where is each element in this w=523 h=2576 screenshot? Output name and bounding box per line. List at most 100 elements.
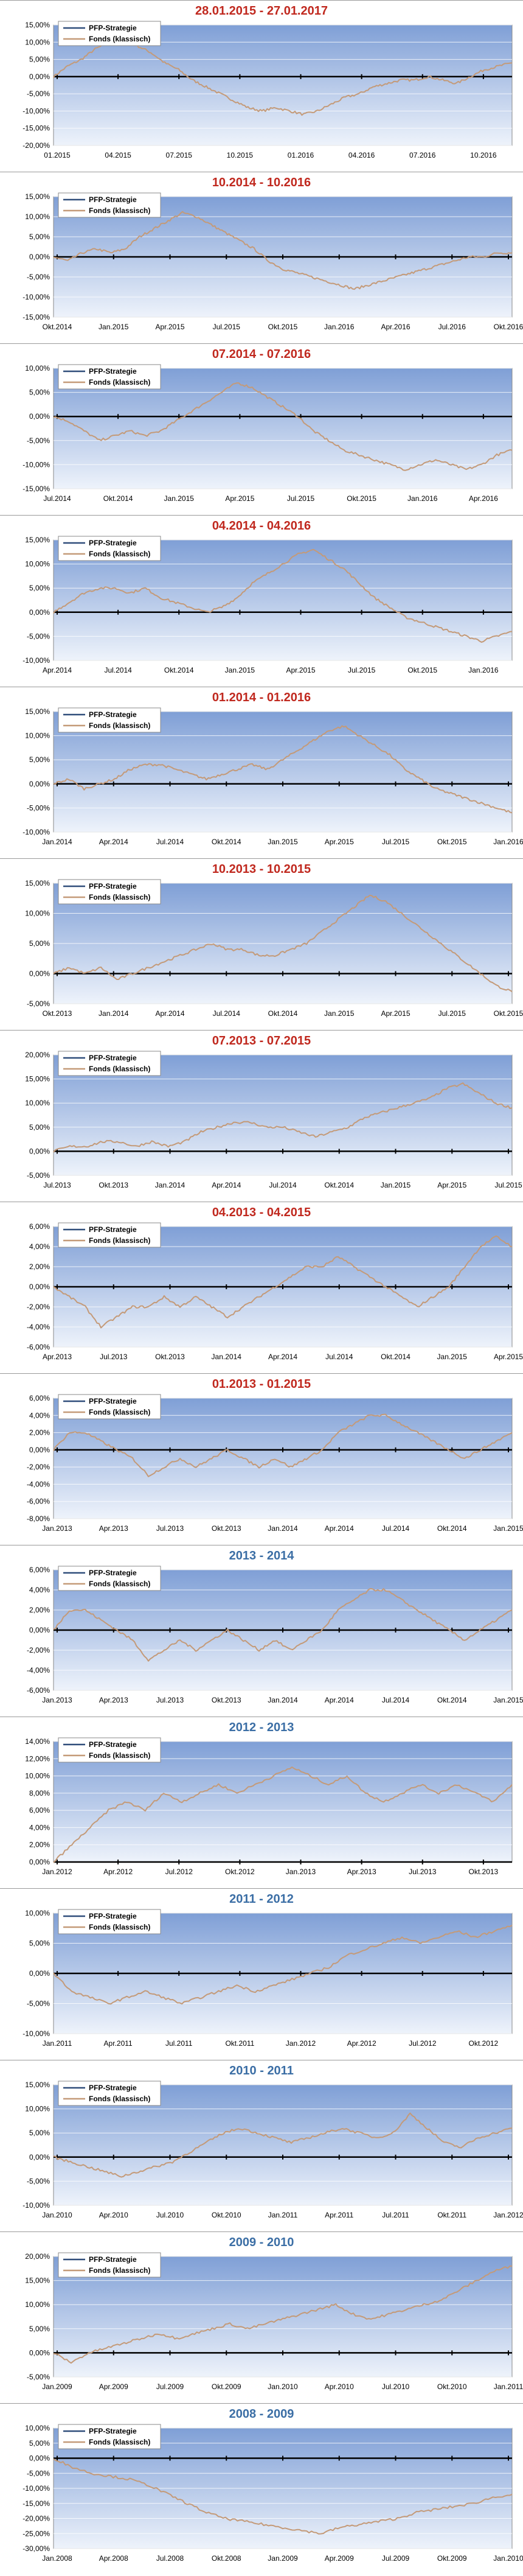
y-tick-label: 10,00% [25,2300,50,2309]
x-tick-label: Jul.2013 [409,1867,437,1876]
x-tick-label: Jan.2016 [468,666,499,674]
y-tick-label: -10,00% [23,460,50,469]
x-tick-label: Jul.2015 [382,838,410,846]
x-tick-label: 07.2015 [166,151,193,159]
y-tick-label: 5,00% [29,2325,50,2333]
y-tick-label: 5,00% [29,2439,50,2448]
chart-title: 10.2014 - 10.2016 [212,176,311,189]
x-tick-label: Jan.2015 [437,1353,468,1361]
x-tick-label: Jul.2014 [382,1696,410,1704]
x-tick-label: Jul.2013 [43,1181,71,1189]
x-tick-label: Okt.2014 [212,838,241,846]
chart-title: 01.2013 - 01.2015 [212,1377,311,1391]
chart-panel: 2009 - 2010 20,00% 15,00% 10,00% 5,00% 0,00% -… [0,2231,523,2403]
y-tick-label: -6,00% [27,1343,50,1351]
legend-box [58,21,161,46]
y-tick-label: 15,00% [25,1075,50,1083]
y-tick-label: 0,00% [29,608,50,617]
x-tick-label: Okt.2013 [212,1696,241,1704]
x-tick-label: Apr.2009 [325,2554,354,2563]
legend-label-fund: Fonds (klassisch) [89,206,150,215]
x-tick-label: Okt.2016 [494,323,523,331]
x-tick-label: Jan.2012 [286,2039,316,2048]
x-tick-label: Okt.2011 [437,2211,466,2219]
legend-box [58,1051,161,1076]
legend: PFP-Strategie Fonds (klassisch) [58,1222,161,1248]
legend-box [58,1566,161,1591]
x-tick-label: Jan.2015 [493,1524,523,1533]
x-tick-label: Okt.2015 [437,838,467,846]
legend: PFP-Strategie Fonds (klassisch) [58,2252,161,2278]
x-tick-label: Jan.2013 [286,1867,316,1876]
x-tick-label: Okt.2014 [43,323,72,331]
y-tick-label: 15,00% [25,2277,50,2285]
x-tick-label: Jul.2015 [287,494,315,503]
chart-title: 2010 - 2011 [229,2064,294,2077]
y-tick-label: 10,00% [25,212,50,221]
x-tick-label: Jan.2010 [493,2554,523,2563]
x-tick-label: Jul.2014 [213,1009,241,1018]
x-tick-label: Okt.2013 [469,1867,499,1876]
chart-title: 2009 - 2010 [229,2236,294,2249]
x-tick-label: Okt.2014 [437,1524,467,1533]
legend-label-pfp: PFP-Strategie [89,1397,137,1405]
y-tick-label: -5,00% [27,2177,50,2185]
line-chart: 6,00% 4,00% 2,00% 0,00% -2,00% -4,00% -6,00% -8… [27,1394,523,1533]
x-tick-label: Apr.2013 [347,1867,376,1876]
y-tick-label: -15,00% [23,124,50,133]
chart-panel: 10.2013 - 10.2015 15,00% 10,00% 5,00% 0,00% -… [0,858,523,1030]
legend: PFP-Strategie Fonds (klassisch) [58,1566,161,1591]
chart-panel: 2008 - 2009 10,00% 5,00% 0,00% -5,00% -10,00%… [0,2403,523,2575]
legend-box [58,1222,161,1248]
x-tick-label: Apr.2008 [99,2554,128,2563]
legend-box [58,364,161,390]
y-tick-label: 20,00% [25,1051,50,1059]
legend: PFP-Strategie Fonds (klassisch) [58,21,161,46]
y-tick-label: 0,00% [29,1858,50,1866]
legend-label-fund: Fonds (klassisch) [89,1065,150,1073]
x-tick-label: Apr.2015 [437,1181,466,1189]
y-tick-label: -10,00% [23,107,50,115]
x-tick-label: Apr.2014 [325,1696,354,1704]
x-tick-label: Apr.2012 [347,2039,376,2048]
y-tick-label: -8,00% [27,1514,50,1523]
line-chart: 15,00% 10,00% 5,00% 0,00% -5,00%Okt.2013 Jan.… [25,879,523,1018]
y-tick-label: 0,00% [29,253,50,261]
x-tick-label: Apr.2010 [325,2382,354,2391]
x-tick-label: Okt.2008 [212,2554,241,2563]
x-tick-label: Apr.2011 [325,2211,353,2219]
y-tick-label: 4,00% [29,1586,50,1594]
x-tick-label: Jan.2016 [324,323,355,331]
y-tick-label: 5,00% [29,1939,50,1948]
chart-title: 04.2013 - 04.2015 [212,1206,311,1219]
x-tick-label: Apr.2014 [43,666,72,674]
x-tick-label: Okt.2009 [437,2554,467,2563]
chart-title: 07.2013 - 07.2015 [212,1034,311,1048]
x-tick-label: 04.2015 [105,151,131,159]
legend-label-pfp: PFP-Strategie [89,710,137,719]
legend-label-pfp: PFP-Strategie [89,24,137,32]
legend: PFP-Strategie Fonds (klassisch) [58,1737,161,1763]
x-tick-label: Okt.2013 [43,1009,72,1018]
x-tick-label: Okt.2014 [268,1009,298,1018]
fund-series-line [53,2458,513,2535]
y-tick-label: -5,00% [27,632,50,640]
fund-series-line [53,725,513,814]
y-tick-label: -5,00% [27,89,50,98]
y-tick-label: 6,00% [29,1222,50,1231]
x-tick-label: Jul.2014 [43,494,71,503]
y-tick-label: -10,00% [23,2201,50,2210]
x-tick-label: Okt.2010 [212,2211,241,2219]
legend: PFP-Strategie Fonds (klassisch) [58,2081,161,2106]
x-tick-label: Apr.2014 [155,1009,184,1018]
y-tick-label: 4,00% [29,1242,50,1251]
y-tick-label: 2,00% [29,1606,50,1614]
line-chart: 10,00% 5,00% 0,00% -5,00% -10,00%Jan.2011 Apr… [23,1909,513,2048]
x-tick-label: Jul.2011 [165,2039,193,2048]
fund-series-line [53,1766,513,1863]
y-tick-label: 6,00% [29,1394,50,1402]
y-tick-label: 5,00% [29,55,50,64]
y-tick-label: -30,00% [23,2544,50,2553]
x-tick-label: 01.2015 [44,151,71,159]
y-tick-label: 0,00% [29,2153,50,2161]
